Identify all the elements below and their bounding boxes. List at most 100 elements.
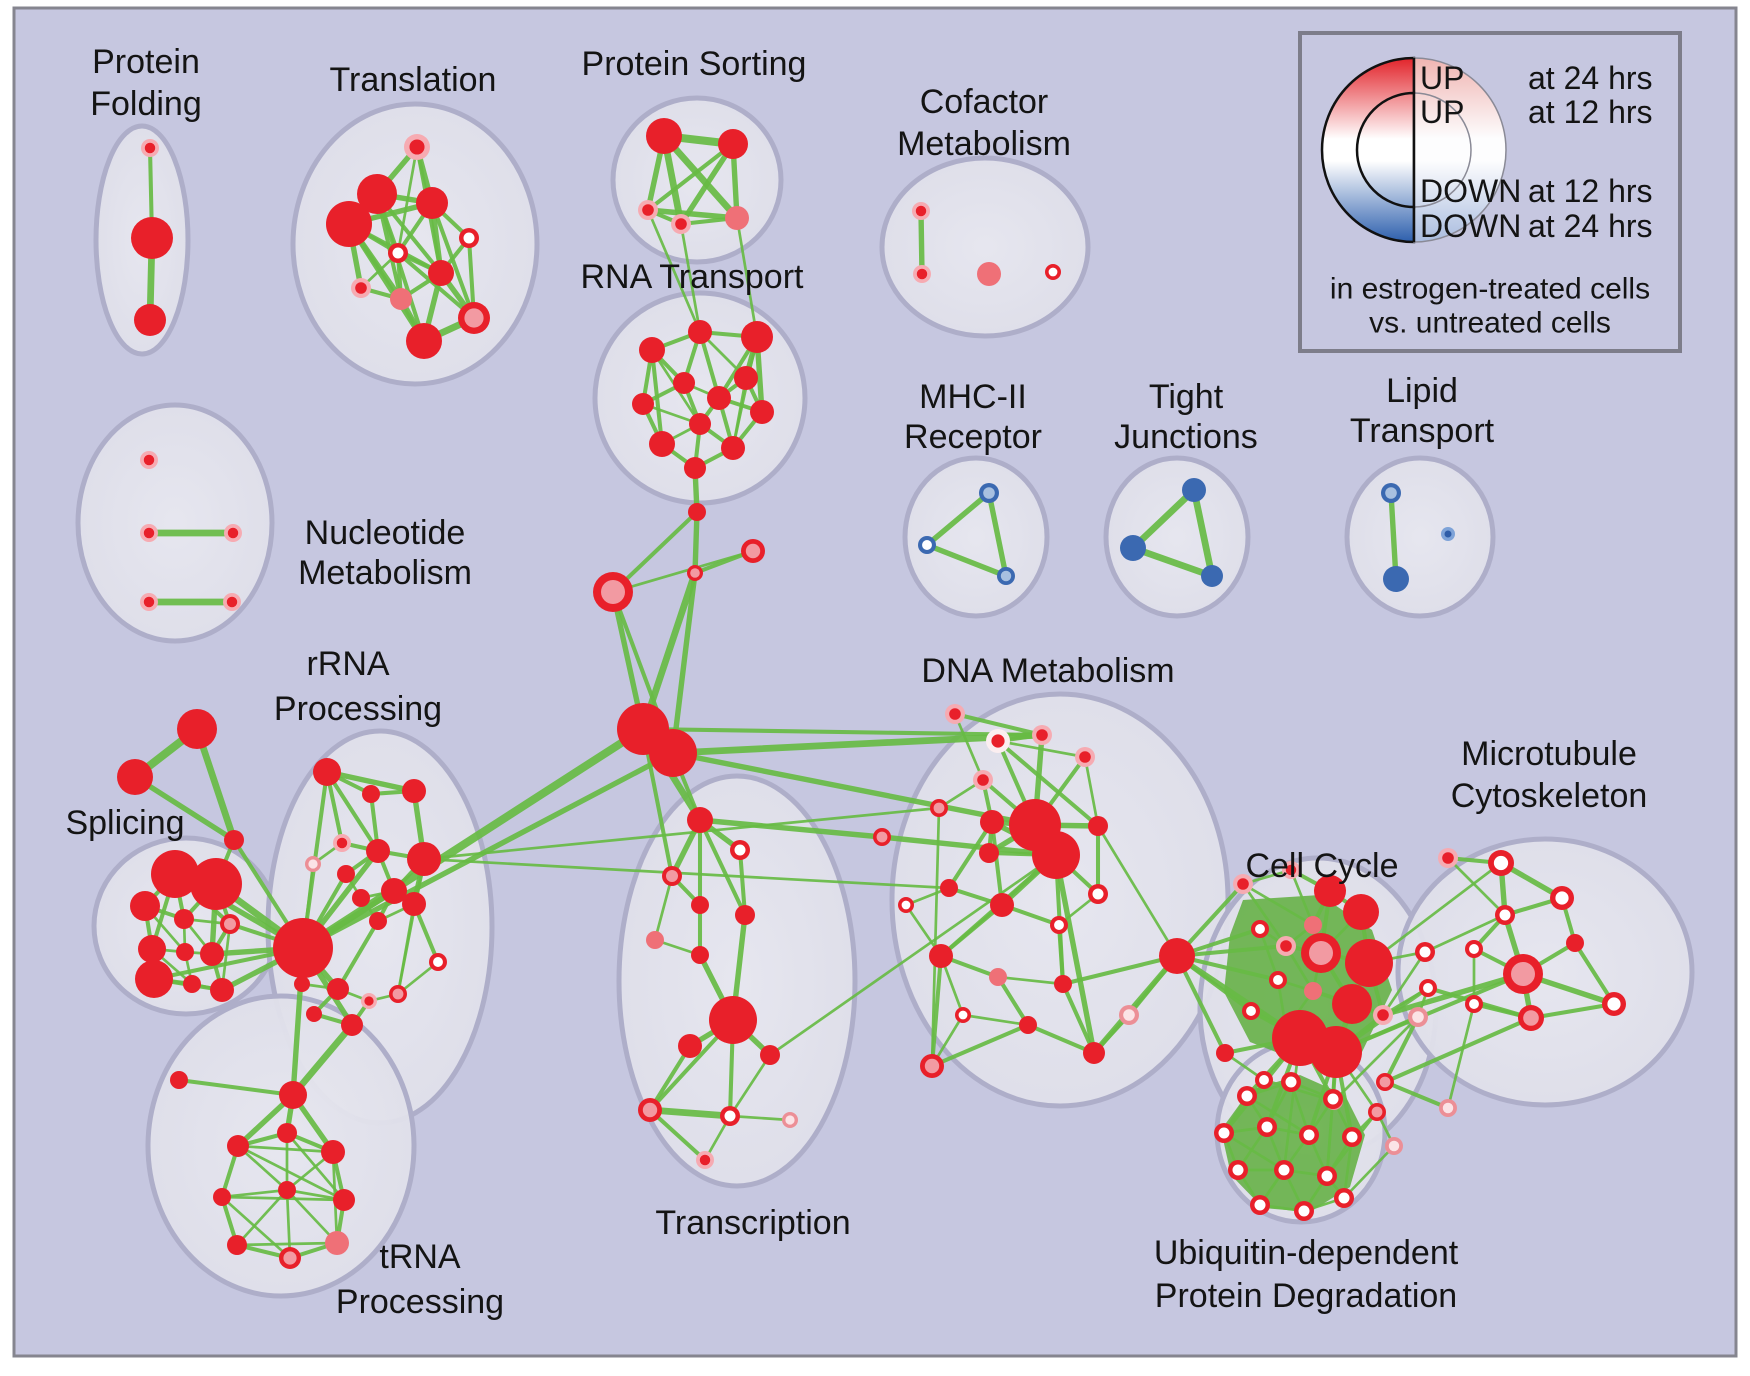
network-node bbox=[1233, 874, 1253, 894]
node-outer bbox=[1332, 984, 1372, 1024]
network-edge bbox=[611, 549, 755, 594]
network-node bbox=[1228, 1160, 1248, 1180]
network-node bbox=[227, 1235, 247, 1255]
node-core bbox=[1555, 891, 1569, 905]
network-node bbox=[673, 372, 695, 394]
node-outer bbox=[688, 503, 706, 521]
network-edge bbox=[938, 902, 1005, 959]
node-core bbox=[983, 487, 995, 499]
network-edge bbox=[1025, 1022, 1097, 1056]
node-core bbox=[1237, 878, 1249, 890]
network-edge bbox=[1129, 544, 1216, 580]
network-node bbox=[986, 729, 1010, 753]
node-outer bbox=[707, 386, 731, 410]
cluster-label-nucleotide-metabolism: Metabolism bbox=[298, 554, 472, 592]
node-outer bbox=[416, 187, 448, 219]
cluster-labels: Protein Folding Translation Protein Sorting… bbox=[65, 43, 1647, 1321]
network-node bbox=[1383, 566, 1409, 592]
network-edge bbox=[728, 1114, 792, 1122]
network-edge bbox=[1056, 922, 1066, 987]
node-outer bbox=[649, 729, 697, 777]
network-node bbox=[406, 323, 442, 359]
cluster-ellipse-cofactor-metabolism bbox=[879, 155, 1091, 339]
network-node bbox=[333, 1189, 355, 1211]
network-node bbox=[134, 304, 166, 336]
network-edge bbox=[422, 857, 951, 890]
node-core bbox=[1469, 944, 1479, 954]
node-core bbox=[1309, 941, 1333, 965]
node-outer bbox=[673, 372, 695, 394]
network-node bbox=[1019, 1016, 1037, 1034]
legend-down-24-time: at 24 hrs bbox=[1528, 208, 1653, 244]
network-edge bbox=[995, 738, 1101, 829]
network-node bbox=[741, 539, 765, 563]
network-node bbox=[1301, 933, 1341, 973]
network-node bbox=[725, 206, 749, 230]
network-node bbox=[305, 856, 321, 872]
network-node bbox=[1314, 875, 1346, 907]
network-node bbox=[210, 978, 234, 1002]
network-edge bbox=[670, 750, 1038, 828]
node-core bbox=[1423, 983, 1433, 993]
node-core bbox=[1036, 729, 1048, 741]
node-outer bbox=[279, 1081, 307, 1109]
network-edge bbox=[1381, 950, 1427, 1017]
network-edge bbox=[1241, 882, 1315, 927]
network-node bbox=[1119, 1005, 1139, 1025]
network-edge bbox=[879, 834, 1059, 858]
network-node bbox=[646, 931, 664, 949]
network-edge bbox=[1382, 1014, 1421, 1085]
network-node bbox=[1159, 938, 1195, 974]
node-outer bbox=[341, 1014, 363, 1036]
network-node bbox=[1334, 1188, 1354, 1208]
network-node bbox=[750, 400, 774, 424]
network-node bbox=[428, 260, 454, 286]
node-core bbox=[1261, 1121, 1273, 1133]
network-edge bbox=[1446, 856, 1507, 917]
network-node bbox=[151, 850, 199, 898]
network-edge bbox=[176, 1077, 296, 1098]
legend-down-24-label: DOWN bbox=[1420, 208, 1521, 244]
cluster-label-protein-folding: Folding bbox=[90, 85, 202, 123]
network-node bbox=[1385, 1137, 1403, 1155]
cluster-label-splicing: Splicing bbox=[65, 804, 184, 842]
node-core bbox=[1469, 999, 1479, 1009]
node-core bbox=[1232, 1164, 1244, 1176]
network-node bbox=[140, 593, 158, 611]
network-edge bbox=[1060, 981, 1097, 1056]
legend-caption-line2: vs. untreated cells bbox=[1369, 307, 1611, 340]
network-edge bbox=[396, 145, 419, 255]
node-core bbox=[336, 837, 348, 849]
network-node bbox=[688, 503, 706, 521]
node-core bbox=[666, 870, 678, 882]
network-edge bbox=[1053, 852, 1097, 1056]
node-core bbox=[409, 139, 425, 155]
network-node bbox=[141, 139, 159, 157]
node-outer bbox=[176, 943, 194, 961]
network-node bbox=[1518, 1005, 1544, 1031]
network-node bbox=[1255, 1071, 1273, 1089]
legend-graphics bbox=[1298, 31, 1682, 353]
cluster-label-lipid-transport: Lipid bbox=[1386, 372, 1458, 410]
network-node bbox=[688, 320, 712, 344]
cluster-label-protein-folding: Protein bbox=[92, 43, 200, 81]
network-node bbox=[720, 1106, 740, 1126]
network-edge bbox=[1367, 861, 1503, 965]
node-outer bbox=[130, 891, 160, 921]
node-outer bbox=[213, 1188, 231, 1206]
node-outer bbox=[940, 879, 958, 897]
network-node bbox=[1323, 1089, 1343, 1109]
node-core bbox=[1379, 1076, 1391, 1088]
network-node bbox=[369, 912, 387, 930]
cluster-label-trna-processing: tRNA bbox=[379, 1238, 461, 1276]
network-edge bbox=[649, 347, 665, 447]
network-edge bbox=[986, 490, 1009, 579]
node-outer bbox=[1343, 894, 1379, 930]
network-node bbox=[918, 536, 936, 554]
network-edge bbox=[1096, 824, 1179, 958]
network-node bbox=[213, 1188, 231, 1206]
node-core bbox=[949, 708, 961, 720]
network-node bbox=[1376, 1073, 1394, 1091]
cluster-ellipse-lipid-transport bbox=[1344, 455, 1496, 619]
node-outer bbox=[273, 918, 333, 978]
